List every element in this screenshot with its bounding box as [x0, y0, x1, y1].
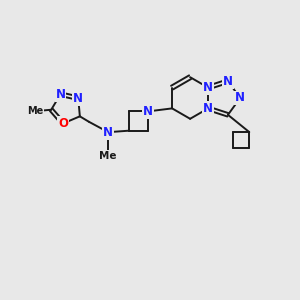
Text: N: N [143, 105, 153, 118]
Text: O: O [58, 117, 68, 130]
Text: N: N [203, 81, 213, 94]
Text: Me: Me [100, 151, 117, 161]
Text: N: N [235, 92, 245, 104]
Text: Me: Me [27, 106, 43, 116]
Text: N: N [103, 126, 113, 139]
Text: N: N [56, 88, 65, 101]
Text: N: N [203, 102, 213, 115]
Text: N: N [73, 92, 83, 105]
Text: N: N [223, 75, 233, 88]
